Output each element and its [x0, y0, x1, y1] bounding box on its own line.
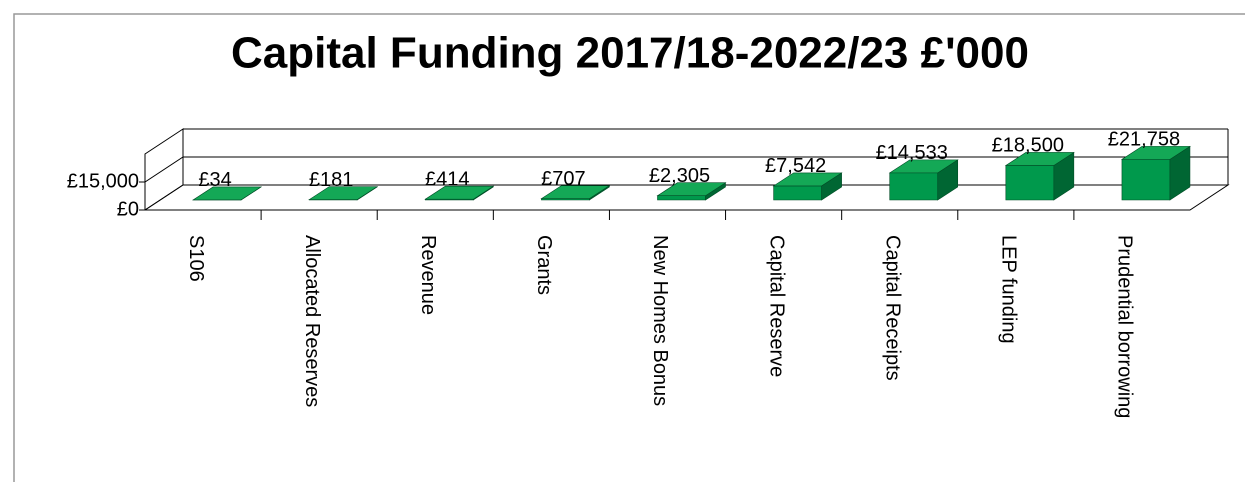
x-tick-label: Capital Receipts	[881, 235, 903, 381]
bar-top	[424, 185, 495, 200]
x-tick-label: Allocated Reserves	[301, 235, 323, 407]
bar	[308, 186, 379, 201]
value-label: £181	[309, 169, 354, 191]
bar-top	[540, 185, 611, 199]
bar	[540, 185, 611, 201]
frame	[13, 13, 1245, 482]
x-tick-label: LEP funding	[998, 235, 1020, 344]
bar	[656, 182, 727, 201]
x-tick-label: Revenue	[417, 235, 439, 315]
bar-front	[773, 185, 822, 201]
bar-top	[772, 172, 843, 187]
bar-top	[656, 182, 727, 196]
x-tick-label: Prudential borrowing	[1114, 235, 1136, 418]
bar-top	[1004, 152, 1075, 166]
y-tick-label: £15,000	[67, 170, 139, 192]
value-label: £21,758	[1108, 129, 1180, 151]
value-label: £707	[541, 168, 586, 190]
bar	[1120, 145, 1191, 201]
value-label: £414	[425, 169, 470, 191]
bar-front	[1005, 165, 1055, 201]
bar	[772, 172, 843, 201]
bar	[1004, 151, 1075, 201]
bar	[888, 159, 959, 201]
x-tick-label: Capital Reserve	[765, 235, 787, 377]
x-tick-label: New Homes Bonus	[649, 235, 671, 406]
bar-front	[1121, 159, 1171, 201]
bar-top	[192, 186, 263, 201]
grid-line	[139, 156, 1228, 183]
value-label: £18,500	[992, 135, 1064, 157]
x-tick-label: S106	[185, 235, 207, 282]
bar	[192, 186, 263, 201]
value-label: £7,542	[765, 155, 826, 177]
chart-title: Capital Funding 2017/18-2022/23 £'000	[231, 29, 1029, 78]
bar-front	[657, 195, 706, 201]
value-label: £34	[198, 169, 231, 191]
bar-top	[888, 159, 959, 174]
value-label: £14,533	[876, 142, 948, 164]
bar-top	[308, 186, 379, 200]
value-label: £2,305	[649, 165, 710, 187]
bar-front	[889, 172, 939, 201]
bar	[424, 185, 495, 201]
y-tick-label: £0	[117, 198, 139, 220]
x-tick-label: Grants	[533, 235, 555, 295]
bar-top	[1120, 146, 1191, 160]
